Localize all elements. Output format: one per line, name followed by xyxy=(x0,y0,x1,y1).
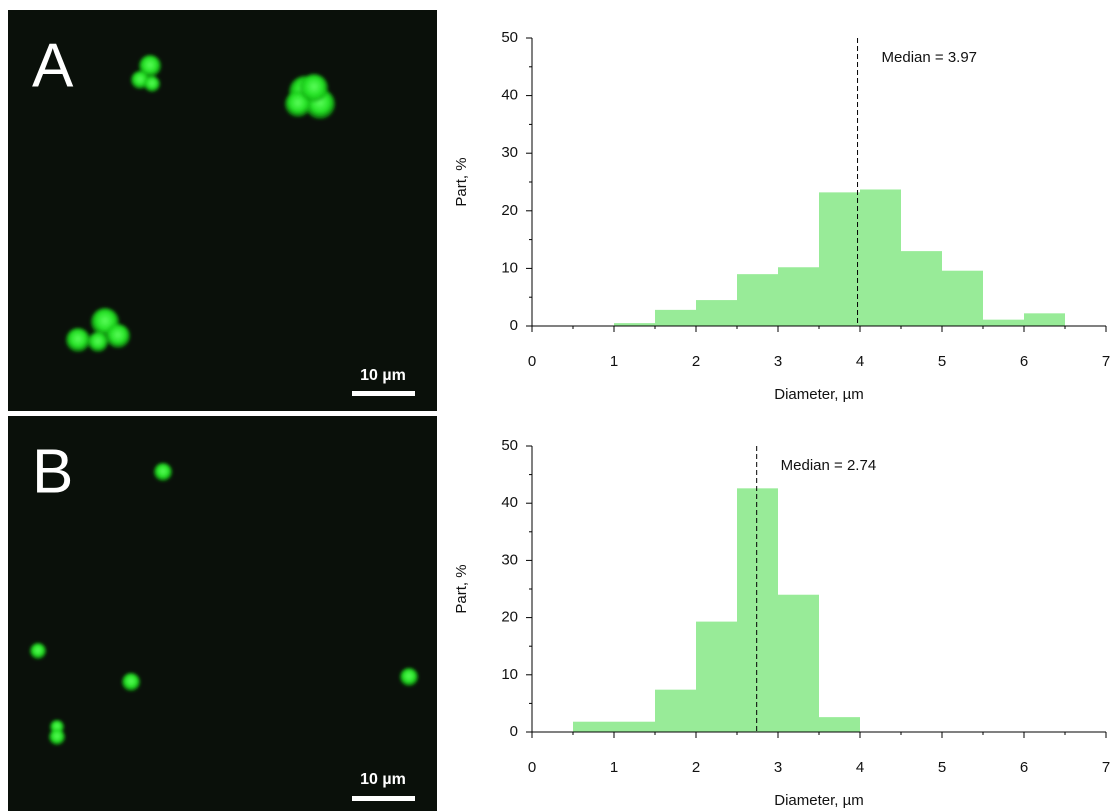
bar xyxy=(614,323,655,326)
panel-label: A xyxy=(32,31,74,100)
scale-bar xyxy=(352,796,415,801)
y-tick-label: 50 xyxy=(501,437,518,454)
y-tick-label: 10 xyxy=(501,259,518,276)
x-tick-label: 5 xyxy=(938,353,946,370)
x-tick-label: 7 xyxy=(1102,759,1110,776)
bar xyxy=(860,189,901,326)
x-tick-label: 1 xyxy=(610,759,618,776)
micrograph xyxy=(8,416,437,811)
y-axis-title: Part, % xyxy=(453,564,470,613)
x-axis-title: Diameter, µm xyxy=(774,386,864,403)
x-axis-title: Diameter, µm xyxy=(774,792,864,809)
y-tick-label: 40 xyxy=(501,87,518,104)
bar xyxy=(1024,313,1065,326)
x-tick-label: 7 xyxy=(1102,353,1110,370)
x-tick-label: 5 xyxy=(938,759,946,776)
bar xyxy=(778,267,819,326)
x-tick-label: 4 xyxy=(856,353,864,370)
y-tick-label: 30 xyxy=(501,551,518,568)
cells xyxy=(30,55,418,745)
median-label: Median = 2.74 xyxy=(781,457,877,474)
y-tick-label: 20 xyxy=(501,609,518,626)
bar xyxy=(983,319,1024,326)
median-label: Median = 3.97 xyxy=(882,49,978,66)
x-tick-label: 2 xyxy=(692,353,700,370)
bar xyxy=(655,689,696,732)
bar xyxy=(655,309,696,326)
y-tick-label: 40 xyxy=(501,494,518,511)
bar xyxy=(573,721,614,732)
scale-bar xyxy=(352,391,415,396)
x-tick-label: 6 xyxy=(1020,353,1028,370)
bar xyxy=(819,192,860,326)
y-tick-label: 10 xyxy=(501,666,518,683)
bar xyxy=(614,721,655,732)
y-tick-label: 30 xyxy=(501,144,518,161)
bar xyxy=(942,270,983,326)
bar xyxy=(696,621,737,732)
x-tick-label: 0 xyxy=(528,759,536,776)
y-tick-label: 20 xyxy=(501,202,518,219)
x-tick-label: 6 xyxy=(1020,759,1028,776)
bar xyxy=(901,251,942,326)
x-tick-label: 0 xyxy=(528,353,536,370)
x-tick-label: 1 xyxy=(610,353,618,370)
y-axis-title: Part, % xyxy=(453,157,470,206)
bar xyxy=(737,274,778,326)
x-tick-label: 4 xyxy=(856,759,864,776)
y-tick-label: 0 xyxy=(510,317,518,334)
x-tick-label: 3 xyxy=(774,759,782,776)
bar xyxy=(737,488,778,732)
y-tick-label: 0 xyxy=(510,723,518,740)
bar xyxy=(778,594,819,732)
panel-label: B xyxy=(32,437,73,506)
bar xyxy=(819,717,860,732)
scale-bar-label: 10 µm xyxy=(360,367,406,384)
x-tick-label: 2 xyxy=(692,759,700,776)
x-tick-label: 3 xyxy=(774,353,782,370)
bar xyxy=(696,300,737,326)
scale-bar-label: 10 µm xyxy=(360,771,406,788)
y-tick-label: 50 xyxy=(501,29,518,46)
